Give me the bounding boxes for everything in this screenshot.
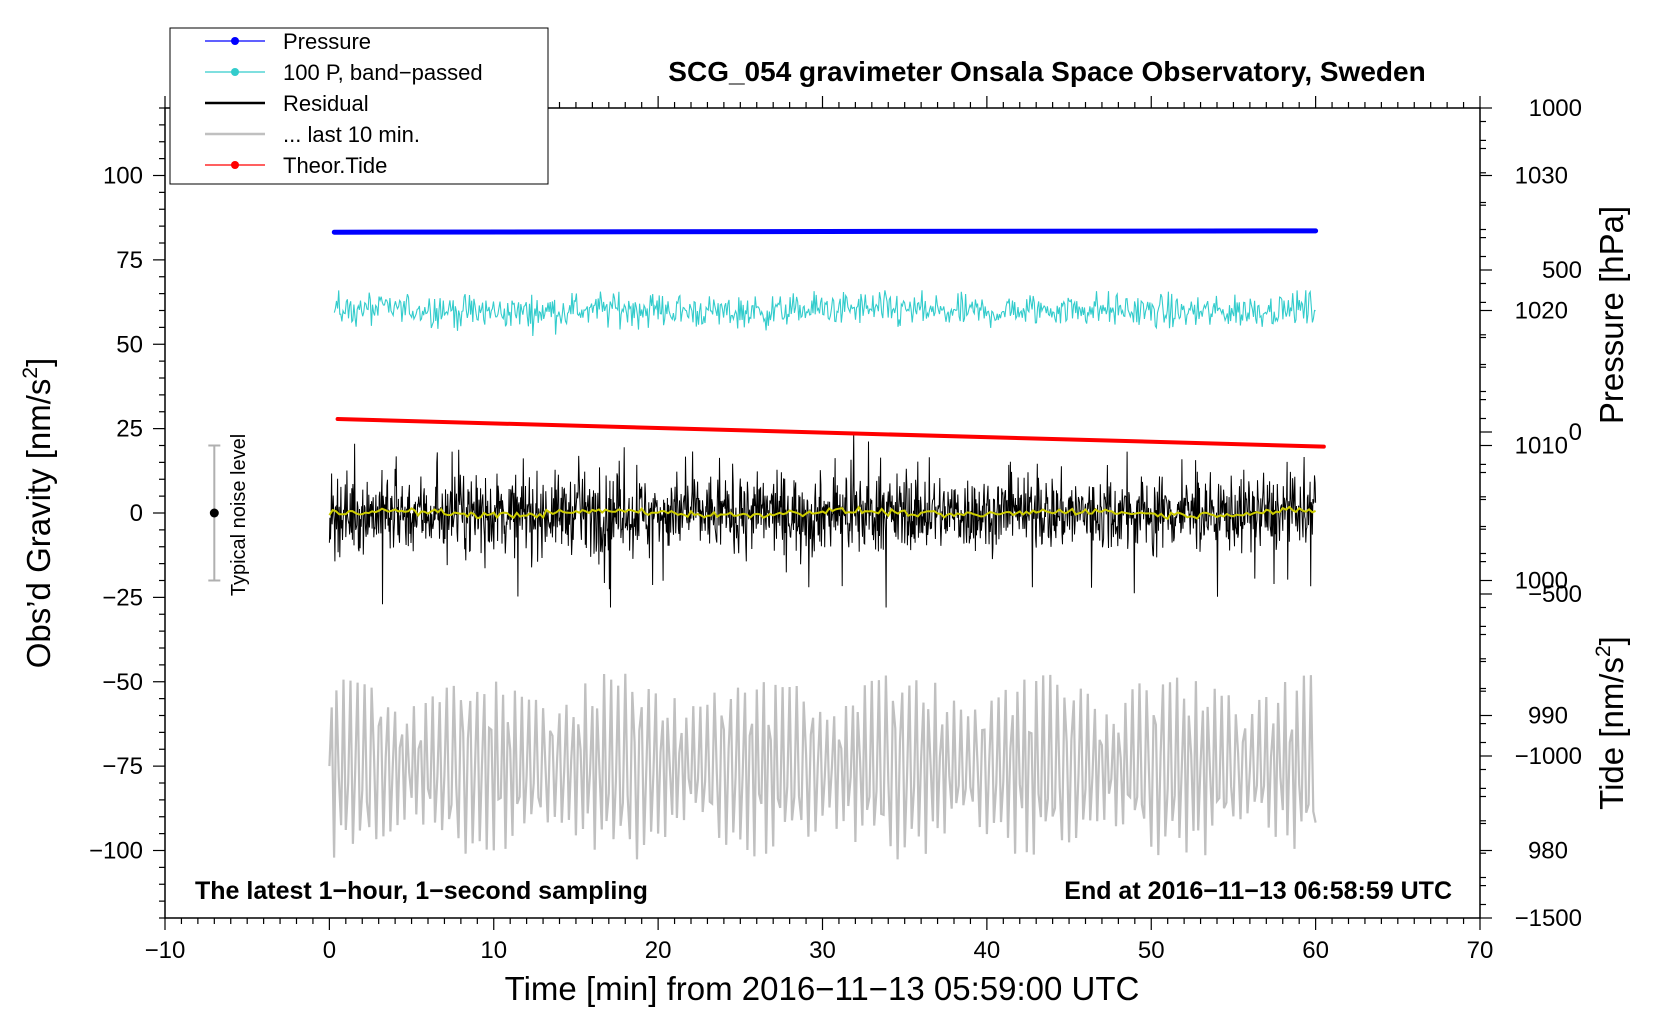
legend-label: ... last 10 min. [283, 122, 420, 147]
series-last-10-min [328, 673, 1317, 860]
legend-label: Pressure [283, 29, 371, 54]
y-tick-label-tide: 0 [1569, 419, 1582, 446]
legend-entry: ... last 10 min. [205, 122, 420, 147]
y-tick-label-tide: −1000 [1515, 743, 1582, 770]
x-tick-label: 60 [1302, 937, 1329, 964]
y-tick-label-tide: −500 [1528, 581, 1582, 608]
annotation-bottom-right: End at 2016−11−13 06:58:59 UTC [1064, 877, 1452, 905]
chart-title: SCG_054 gravimeter Onsala Space Observat… [668, 56, 1425, 87]
y-tick-label-tide: 1000 [1529, 95, 1582, 122]
y-tick-label-left: −75 [102, 753, 143, 780]
y-tick-label-left: −25 [102, 584, 143, 611]
series-residual-smoothed [328, 505, 1316, 521]
annotation-bottom-left: The latest 1−hour, 1−second sampling [195, 877, 648, 905]
legend-label: Theor.Tide [283, 153, 387, 178]
legend-label: 100 P, band−passed [283, 60, 483, 85]
x-tick-label: −10 [145, 937, 186, 964]
y-tick-label-pressure: 1030 [1515, 163, 1568, 190]
legend-marker [231, 161, 239, 169]
series-band-passed-pressure [333, 289, 1316, 337]
legend-marker [231, 68, 239, 76]
y-tick-label-left: 50 [116, 331, 143, 358]
legend: Pressure 100 P, band−passed Residual ... la… [169, 27, 549, 185]
legend-label: Residual [283, 91, 369, 116]
y-tick-label-left: −50 [102, 669, 143, 696]
y-tick-label-pressure: 1010 [1515, 433, 1568, 460]
x-tick-label: 40 [974, 937, 1001, 964]
noise-indicator-label: Typical noise level [228, 434, 250, 596]
x-tick-label: 20 [645, 937, 672, 964]
legend-box [169, 27, 549, 185]
y-tick-label-pressure: 980 [1528, 838, 1568, 865]
series-pressure [331, 228, 1319, 235]
x-tick-label: 30 [809, 937, 836, 964]
legend-entry: Pressure [205, 29, 371, 54]
legend-entries: Pressure 100 P, band−passed Residual ... la… [205, 29, 483, 178]
y-axis-title-tide: Tide [nm/s2] [1592, 636, 1630, 810]
x-tick-label: 10 [480, 937, 507, 964]
x-tick-label: 50 [1138, 937, 1165, 964]
y-tick-label-left: 0 [130, 500, 143, 527]
y-tick-label-pressure: 1000 [1515, 568, 1568, 595]
noise-center-dot [209, 508, 219, 518]
y-axis-title-left-sup: 2 [19, 367, 42, 379]
legend-entry: 100 P, band−passed [205, 60, 483, 85]
y-axis-title-pressure: Pressure [hPa] [1593, 206, 1630, 424]
y-tick-label-left: −100 [89, 838, 143, 865]
y-tick-label-pressure: 1020 [1515, 298, 1568, 325]
y-axis-title-left: Obs’d Gravity [nm/s2] [19, 358, 57, 669]
legend-marker [231, 37, 239, 45]
y-tick-label-tide: −1500 [1515, 905, 1582, 932]
series-theoretical-tide [335, 417, 1326, 449]
x-axis-title: Time [min] from 2016−11−13 05:59:00 UTC [505, 970, 1140, 1007]
y-tick-label-left: 75 [116, 247, 143, 274]
legend-entry: Theor.Tide [205, 153, 387, 178]
y-tick-label-pressure: 990 [1528, 703, 1568, 730]
series-layer [328, 228, 1326, 860]
series-residual [328, 431, 1317, 608]
tick-layer: −10 0 10 20 30 40 50 60 701007550250−25−50−75−10… [89, 95, 1582, 964]
y-tick-label-left: 25 [116, 416, 143, 443]
x-tick-label: 0 [323, 937, 336, 964]
noise-indicator [208, 444, 221, 582]
x-tick-label: 70 [1467, 937, 1494, 964]
legend-entry: Residual [205, 91, 369, 116]
y-tick-label-left: 100 [103, 163, 143, 190]
y-axis-title-tide-sup: 2 [1592, 645, 1615, 657]
y-tick-label-tide: 500 [1542, 257, 1582, 284]
